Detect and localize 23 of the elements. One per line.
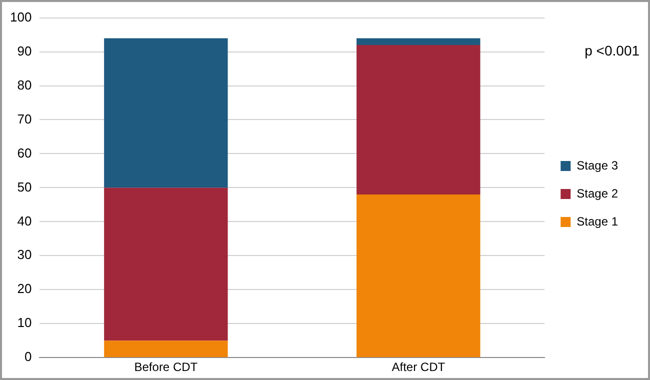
y-tick-label: 30 bbox=[17, 247, 32, 262]
bar bbox=[104, 38, 228, 188]
y-tick-label: 90 bbox=[17, 43, 32, 58]
bar bbox=[104, 340, 228, 358]
y-tick-label: 0 bbox=[24, 349, 32, 364]
x-tick-label: Before CDT bbox=[134, 360, 198, 374]
text: p <0.001 bbox=[584, 42, 640, 59]
y-tick-label: 60 bbox=[17, 145, 32, 160]
legend-label: Stage 3 bbox=[576, 158, 618, 172]
y-tick-label: 20 bbox=[17, 281, 32, 296]
y-tick-label: 70 bbox=[17, 111, 32, 126]
x-tick-label: After CDT bbox=[392, 360, 446, 374]
bar bbox=[356, 38, 480, 45]
y-tick-label: 10 bbox=[17, 315, 32, 330]
legend-label: Stage 2 bbox=[576, 186, 618, 200]
bar bbox=[104, 188, 228, 341]
y-tick-label: 100 bbox=[10, 9, 32, 24]
bar bbox=[356, 194, 480, 358]
y-tick-label: 80 bbox=[17, 77, 32, 92]
y-tick-label: 40 bbox=[17, 213, 32, 228]
bar bbox=[356, 44, 480, 194]
y-tick-label: 50 bbox=[17, 179, 32, 194]
legend-label: Stage 1 bbox=[576, 214, 618, 228]
